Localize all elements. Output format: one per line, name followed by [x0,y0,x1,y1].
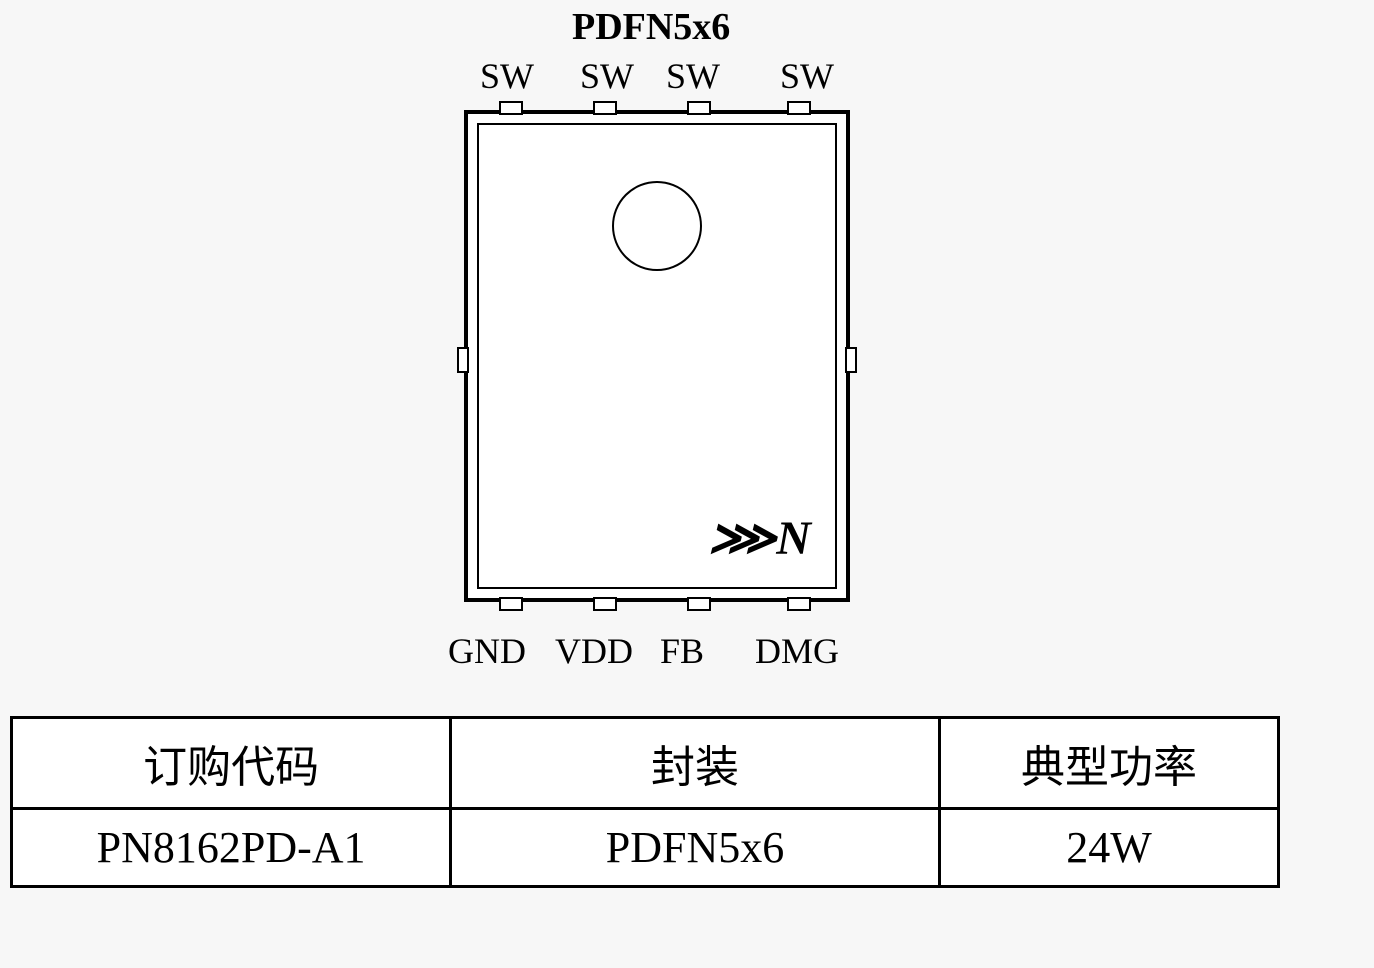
bottom-pin-label-3: DMG [755,630,839,672]
table-header-0: 订购代码 [12,718,451,809]
ordering-table: 订购代码封装典型功率 PN8162PD-A1PDFN5x624W [10,716,1280,888]
table-cell: PN8162PD-A1 [12,809,451,887]
top-pin-label-2: SW [666,55,720,97]
package-title: PDFN5x6 [572,5,730,49]
table-row: PN8162PD-A1PDFN5x624W [12,809,1279,887]
top-pin-label-0: SW [480,55,534,97]
top-pin-label-1: SW [580,55,634,97]
bottom-pin-label-2: FB [660,630,704,672]
table-cell: PDFN5x6 [451,809,940,887]
bottom-pin-label-1: VDD [555,630,633,672]
logo: ⋙N [708,510,811,566]
diagram-canvas: PDFN5x6 SW SW SW SW GND VDD FB DMG ⋙N 订购代码封装典型功… [0,0,1374,968]
bottom-pin-label-0: GND [448,630,526,672]
table-header-1: 封装 [451,718,940,809]
table-header-2: 典型功率 [939,718,1278,809]
top-pin-label-3: SW [780,55,834,97]
table-cell: 24W [939,809,1278,887]
